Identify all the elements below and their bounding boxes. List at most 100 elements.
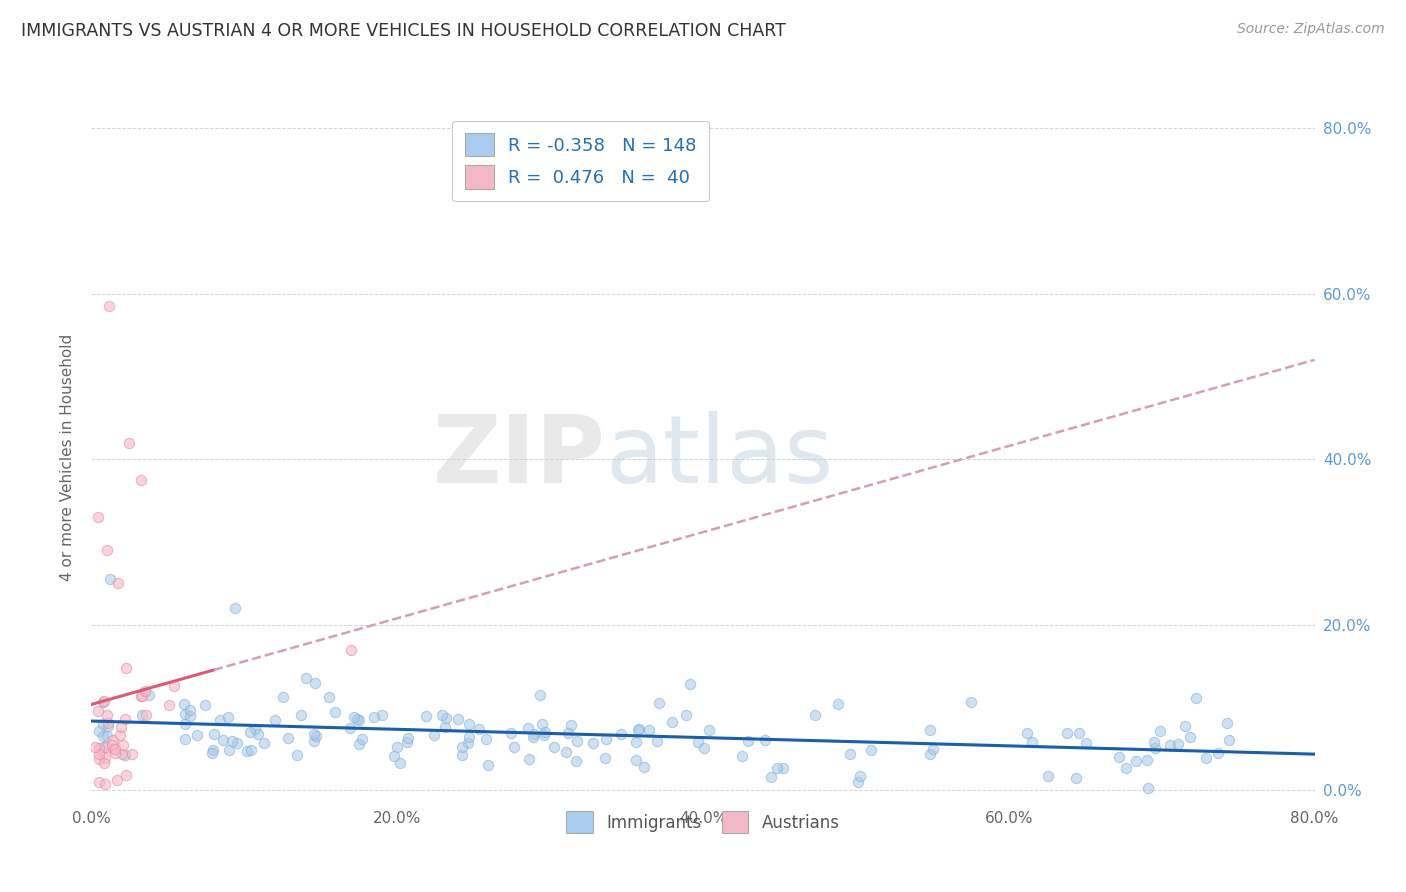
Point [202, 726, 225, 740]
Point [91, 739, 114, 754]
Point [179, 703, 201, 717]
Point [163, 679, 186, 693]
Point [93, 694, 115, 708]
Point [107, 576, 129, 591]
Point [131, 707, 153, 722]
Point [108, 728, 131, 742]
Point [565, 754, 588, 768]
Point [423, 728, 446, 742]
Point [118, 435, 141, 450]
Point [697, 723, 720, 738]
Point [688, 734, 710, 748]
Point [396, 735, 419, 749]
Point [519, 752, 541, 766]
Point [766, 761, 789, 775]
Point [349, 713, 371, 727]
Point [1216, 715, 1239, 730]
Point [516, 721, 538, 735]
Point [1194, 750, 1216, 764]
Point [804, 708, 827, 723]
Point [661, 715, 683, 730]
Point [387, 740, 409, 755]
Point [104, 746, 127, 760]
Point [91, 717, 114, 731]
Point [457, 736, 479, 750]
Point [960, 695, 983, 709]
Point [1149, 723, 1171, 738]
Text: atlas: atlas [605, 411, 834, 503]
Point [533, 729, 555, 743]
Y-axis label: 4 or more Vehicles in Household: 4 or more Vehicles in Household [60, 334, 76, 581]
Point [523, 727, 546, 741]
Point [922, 742, 945, 756]
Point [91, 729, 114, 743]
Point [87, 510, 110, 524]
Point [323, 706, 346, 720]
Point [737, 734, 759, 748]
Point [1036, 769, 1059, 783]
Point [645, 734, 668, 748]
Point [84, 739, 107, 754]
Point [1056, 726, 1078, 740]
Point [302, 734, 325, 748]
Point [94, 739, 117, 754]
Point [101, 738, 124, 752]
Point [114, 661, 136, 675]
Point [97, 718, 120, 732]
Point [121, 747, 143, 762]
Point [1180, 730, 1202, 744]
Point [97, 299, 120, 313]
Point [1159, 739, 1181, 753]
Point [240, 743, 263, 757]
Legend: Immigrants, Austrians: Immigrants, Austrians [557, 801, 849, 843]
Point [859, 743, 882, 757]
Point [101, 742, 124, 756]
Point [1015, 726, 1038, 740]
Point [201, 746, 224, 760]
Point [1185, 690, 1208, 705]
Point [100, 572, 122, 586]
Point [129, 473, 152, 487]
Point [131, 689, 153, 703]
Point [827, 698, 849, 712]
Point [647, 696, 669, 710]
Point [468, 722, 491, 736]
Point [285, 748, 308, 763]
Point [129, 689, 152, 703]
Point [593, 751, 616, 765]
Point [157, 698, 180, 713]
Point [557, 726, 579, 740]
Point [499, 725, 522, 739]
Point [304, 727, 326, 741]
Point [450, 747, 472, 762]
Point [134, 684, 156, 698]
Point [174, 717, 197, 731]
Point [110, 721, 132, 735]
Point [318, 690, 340, 705]
Point [582, 736, 605, 750]
Point [179, 709, 201, 723]
Point [624, 753, 647, 767]
Point [174, 732, 197, 747]
Point [94, 751, 117, 765]
Point [432, 707, 454, 722]
Point [277, 731, 299, 745]
Point [415, 709, 437, 723]
Point [96, 707, 118, 722]
Point [1143, 735, 1166, 749]
Point [218, 743, 240, 757]
Point [111, 747, 134, 761]
Point [451, 739, 474, 754]
Point [433, 720, 456, 734]
Point [94, 777, 117, 791]
Point [595, 731, 617, 746]
Point [396, 731, 419, 745]
Point [352, 732, 374, 747]
Point [1115, 761, 1137, 775]
Point [89, 724, 111, 739]
Point [186, 728, 208, 742]
Point [104, 742, 127, 756]
Point [343, 710, 366, 724]
Point [235, 744, 257, 758]
Point [846, 775, 869, 789]
